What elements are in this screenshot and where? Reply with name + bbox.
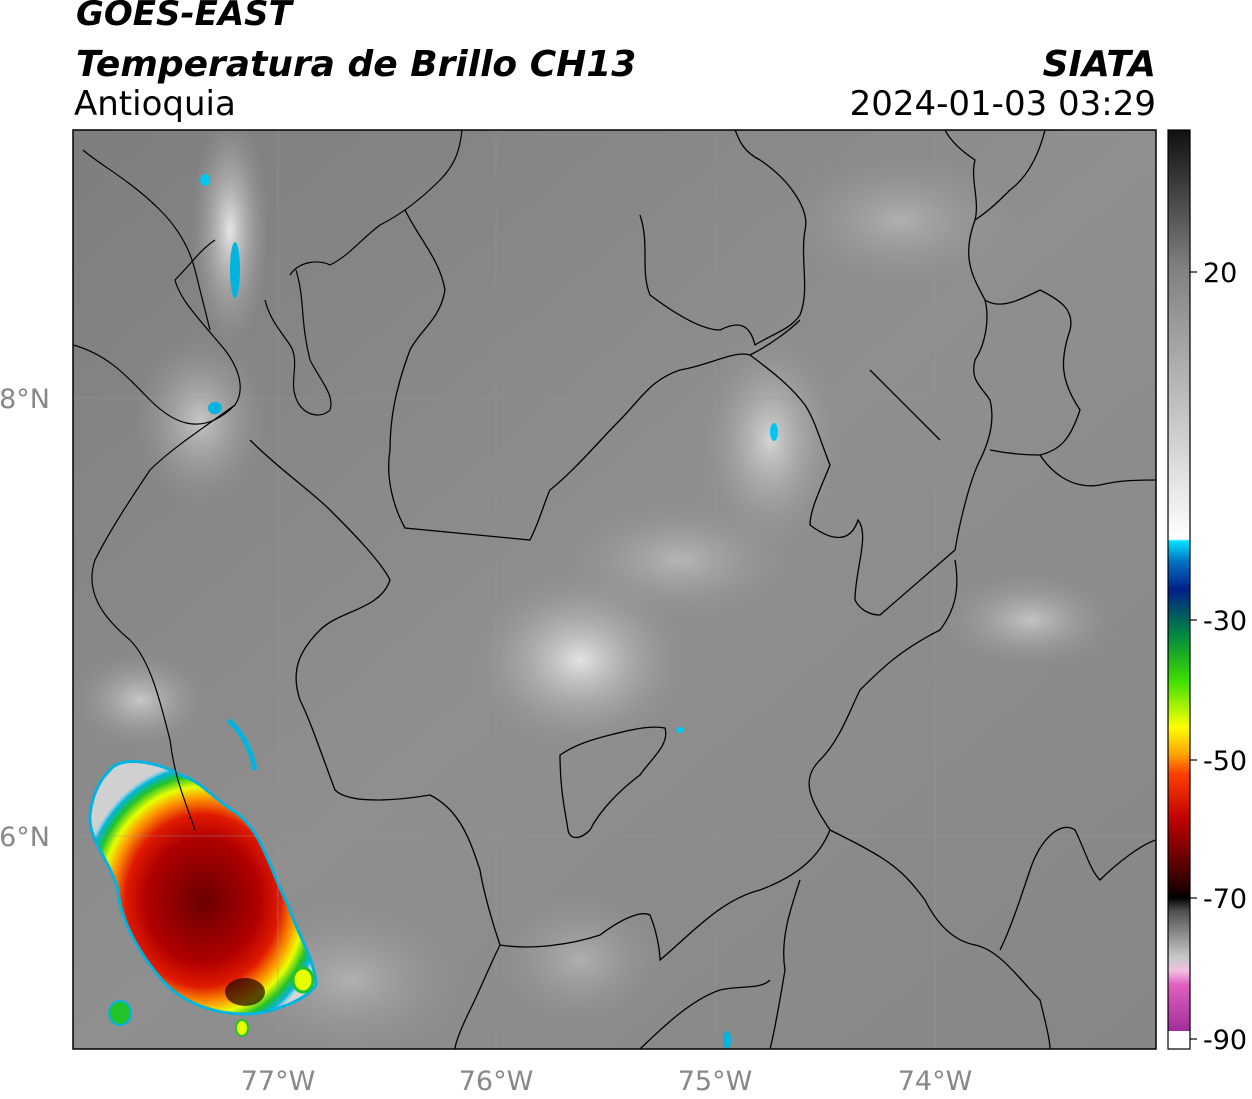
region-label: Antioquia [74, 84, 236, 124]
cold-cloud-spot [723, 1031, 731, 1049]
satellite-title: GOES-EAST [76, 0, 292, 34]
datetime-label: 2024-01-03 03:29 [849, 84, 1156, 124]
colorbar: 20 -30 -50 -70 -90 [1167, 129, 1247, 1056]
lon-label-74w: 74°W [898, 1066, 973, 1097]
colorbar-frame [1167, 129, 1191, 1050]
lon-label-76w: 76°W [459, 1066, 534, 1097]
colorbar-tick-minus90: -90 [1203, 1025, 1247, 1056]
cold-cloud-spot [230, 242, 240, 298]
product-title: Temperatura de Brillo CH13 [76, 44, 637, 85]
admin-boundary [249, 130, 1156, 1049]
lon-label-75w: 75°W [678, 1066, 753, 1097]
cold-cloud-spot [676, 727, 684, 733]
graticule [73, 130, 1156, 1049]
cold-cloud-spot [108, 1000, 132, 1026]
cold-cloud-spot [200, 174, 210, 186]
map-area [73, 130, 1156, 1049]
colorbar-tick-minus70: -70 [1203, 884, 1247, 915]
lat-label-8n: 8°N [0, 384, 50, 415]
cold-cloud-spot [235, 1019, 249, 1037]
lon-label-77w: 77°W [241, 1066, 316, 1097]
colorbar-tick-minus50: -50 [1203, 746, 1247, 777]
colorbar-tick-minus30: -30 [1203, 606, 1247, 637]
agency-label: SIATA [1042, 44, 1156, 85]
convective-storm [89, 761, 316, 1015]
colorbar-gradient [1168, 130, 1190, 1049]
coastline [73, 130, 463, 831]
cold-cloud-spot [770, 423, 778, 441]
cold-cloud-spot [208, 402, 222, 414]
cold-cloud-spot [291, 966, 315, 994]
lat-label-6n: 6°N [0, 822, 50, 853]
colorbar-tick-20: 20 [1203, 258, 1237, 289]
map-frame [72, 129, 1157, 1050]
